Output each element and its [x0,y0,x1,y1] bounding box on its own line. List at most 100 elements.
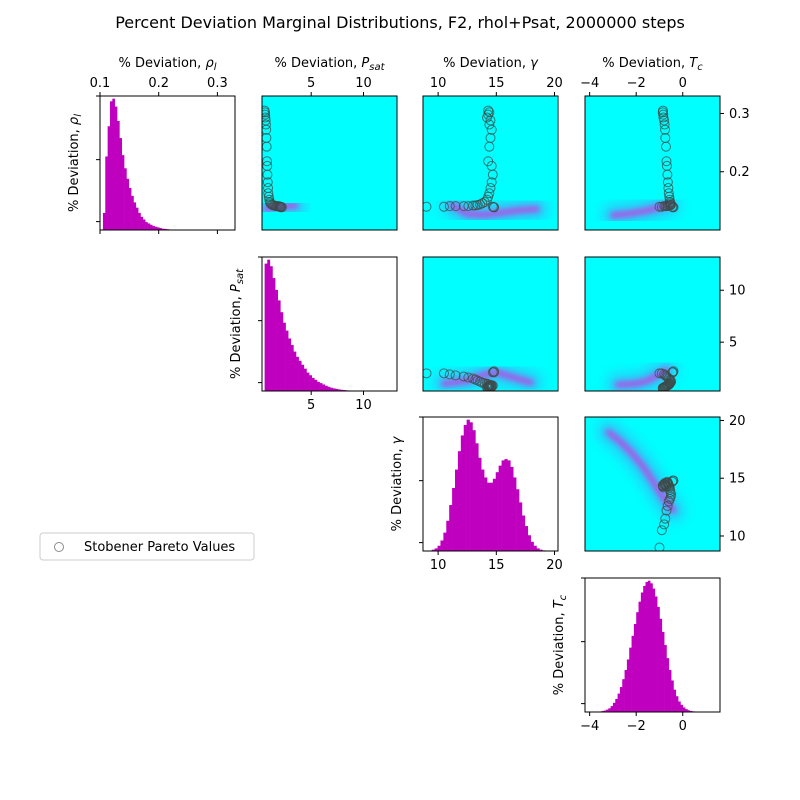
histogram-bar [536,548,540,551]
histogram-bar [472,430,476,551]
x-tick-label: 10 [355,398,372,413]
histogram-bar [452,487,456,551]
pareto-marker [661,505,672,516]
histogram-bar [131,195,134,230]
histogram-bar [539,549,543,551]
axes-frame [261,95,398,231]
histogram-bar [469,422,473,551]
legend-label: Stobener Pareto Values [84,540,235,555]
histogram-bar [296,356,299,391]
density-core [449,202,541,218]
histogram-bar [631,635,635,712]
pareto-marker [668,202,679,213]
pareto-marker [276,202,287,213]
pareto-marker [468,373,479,384]
pareto-marker [660,513,671,524]
histogram-bar [107,126,111,230]
histogram-bar [440,540,444,551]
histogram-bar [687,710,691,712]
density-panel-tc-rho: −4 −2 0 0.2 0.3 [580,76,750,231]
histogram-bar [280,312,284,391]
histogram-bar [504,459,508,551]
pareto-marker [483,105,494,116]
histogram-bar [489,482,494,551]
histogram-bar [657,606,660,712]
histogram-bar [324,385,328,391]
pareto-marker [262,177,273,188]
pareto-marker [484,107,495,118]
histogram-bar [277,300,281,391]
histogram-bar [603,710,607,712]
pareto-marker [661,156,672,167]
histogram-bar [437,545,441,551]
top-tick-label: 0 [679,76,687,91]
axes-frame [422,256,559,392]
histogram-bar [140,216,144,230]
histogram-bar [671,680,674,712]
legend-frame [39,532,255,561]
histogram-bar [109,101,113,230]
x-tick-label: −2 [627,719,646,734]
top-tick-label: 15 [488,76,505,91]
axes-frame [261,256,398,392]
legend-marker-icon [54,542,64,552]
pareto-marker [662,177,673,188]
histogram-bar [340,389,344,391]
histogram-bar [154,226,158,230]
x-tick-label: 15 [488,558,505,573]
density-area [423,257,557,391]
x-tick-label: 10 [430,558,447,573]
pareto-marker [660,124,671,135]
pareto-marker [262,109,271,120]
histogram-bar [431,549,435,551]
histogram-bar [309,375,313,391]
histogram-bar [316,381,320,391]
pareto-marker [488,202,499,213]
pareto-marker [486,124,497,135]
pareto-marker [458,201,469,212]
histogram-bar [633,624,637,712]
pareto-marker [438,201,449,212]
histogram-bar [682,707,686,712]
y-axis-label-gamma: % Deviation, γ [390,435,405,531]
histogram-bar [626,659,630,712]
histogram-tc: −4 −2 0 % Deviation, Tc [552,577,721,734]
top-axis-label-rho: % Deviation, ρl [119,56,217,73]
top-tick-label: 0.1 [90,76,111,91]
histogram-bar [443,532,447,551]
histogram-bar [105,156,108,230]
pareto-marker [668,366,679,377]
pareto-marker [458,371,469,382]
histogram-bar [311,377,315,391]
histogram-bar [638,601,642,712]
histogram-bar [303,368,307,391]
histogram-bar [332,388,336,391]
right-tick-label: 15 [729,472,746,487]
histogram-bar [622,679,625,712]
histogram-bar [624,669,628,712]
pareto-marker [656,201,667,212]
histogram-bar [272,278,276,391]
pareto-marker [659,119,670,130]
histogram-bar [264,263,268,391]
density-core [605,429,677,514]
pareto-marker [659,519,670,530]
right-tick-label: 0.3 [729,107,750,122]
histogram-bar [306,372,310,391]
top-tick-label: 20 [546,76,563,91]
histogram-bar [147,223,151,230]
histogram-bar [161,228,165,230]
histogram-bar [675,696,679,712]
pareto-marker [450,201,461,212]
pareto-marker [463,201,474,212]
y-axis-label-tc: % Deviation, Tc [552,594,569,695]
density-core [609,201,672,219]
histogram-bar [475,443,479,551]
histogram-bar [337,389,341,391]
pareto-marker [656,525,667,536]
pareto-marker [470,200,481,211]
pareto-marker [664,494,675,505]
histogram-bar [501,460,505,551]
histogram-bar [128,187,132,230]
